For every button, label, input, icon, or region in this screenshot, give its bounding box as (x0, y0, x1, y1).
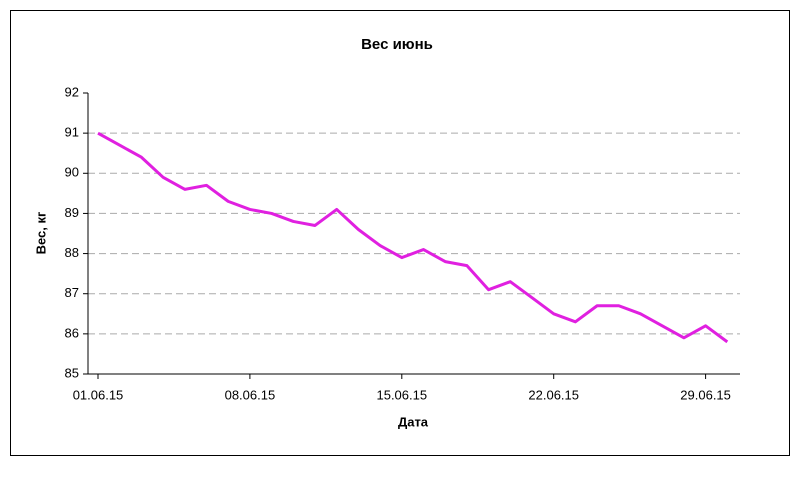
y-axis-label: Вес, кг (33, 211, 48, 254)
y-tick-label: 85 (65, 365, 79, 380)
x-tick-label: 22.06.15 (528, 387, 579, 402)
chart-title: Вес июнь (361, 36, 433, 53)
x-tick-label: 15.06.15 (376, 387, 427, 402)
x-tick-label: 29.06.15 (680, 387, 731, 402)
chart-frame (10, 10, 790, 456)
y-tick-label: 90 (65, 165, 79, 180)
y-tick-label: 87 (65, 285, 79, 300)
y-tick-label: 92 (65, 84, 79, 99)
y-tick-label: 88 (65, 245, 79, 260)
data-line (97, 131, 729, 344)
x-axis-label: Дата (398, 414, 429, 429)
x-tick-label: 01.06.15 (73, 387, 124, 402)
y-tick-label: 89 (65, 205, 79, 220)
y-tick-label: 86 (65, 325, 79, 340)
y-tick-label: 91 (65, 125, 79, 140)
x-tick-label: 08.06.15 (225, 387, 276, 402)
